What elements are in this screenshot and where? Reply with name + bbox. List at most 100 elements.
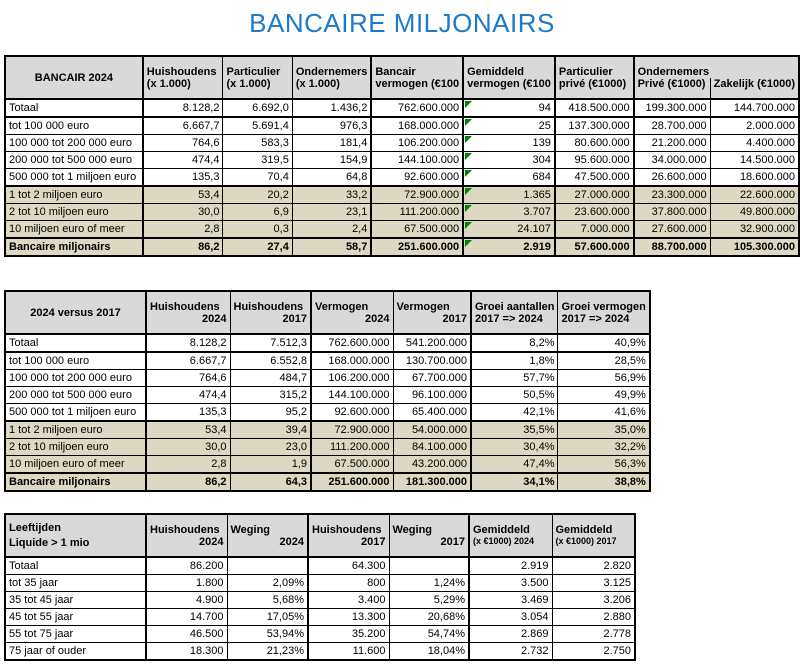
cell-value: 139 [532,137,551,149]
cell-value: 28,5% [614,355,646,367]
cell: 8.128,2 [141,98,224,118]
cell-value: 135,3 [191,171,220,183]
cell-value: 304 [532,154,551,166]
cell: 130.700.000 [392,351,472,370]
cell-value: 41,6% [614,406,646,418]
cell: 67.500.000 [370,220,464,239]
row-label: 100 000 tot 200 000 euro [4,369,147,387]
column-subheader: Zakelijk (€1000) [710,78,800,100]
column-subheader: (x €1000) 2024 [468,536,553,558]
column-header: Huishoudens [145,513,228,536]
cell-value: 20,68% [427,611,465,623]
cell: 111.200.000 [370,203,464,221]
cell-value: 47.500.000 [574,171,630,183]
cell-value: 14.500.000 [739,154,795,166]
cell-value: 3.125 [603,577,631,589]
cell-value: 6,9 [273,206,289,218]
cell-value: 976,3 [339,120,368,132]
cell-value: 3.500 [520,577,549,589]
cell: 57.600.000 [553,237,635,257]
cell: 5,29% [388,591,470,609]
cell-value: 32.900.000 [739,223,795,235]
table-row: 2 tot 10 miljoen euro 30,0 23,0 111.200.000… [4,438,651,456]
cell: 18.600.000 [709,168,800,187]
header-row: 2024 2017 2024 2017 2017 => 2024 2017 =>… [5,313,651,335]
cell-value: 105.300.000 [733,241,795,253]
column-subheader: 2017 [229,313,312,335]
cell: 764,6 [141,134,224,152]
table-row: tot 100 000 euro 6.667,7 5.691,4 976,3 168.0… [4,116,800,135]
cell: 2,8 [145,455,231,474]
cell: 764,6 [145,369,231,387]
leeftijden-table: Leeftijden Liquide > 1 mio Huishoudens W… [4,513,636,661]
cell: 3.469 [468,591,553,609]
cell-value: 30,4% [523,441,555,453]
cell: 43.200.000 [392,455,472,474]
cell: 18,04% [388,642,470,661]
header-row: (x 1.000) (x 1.000) (x 1.000) vermogen (… [5,78,800,100]
cell: 28,5% [557,351,651,370]
cell-value: 21.200.000 [651,137,707,149]
cell-value: 684 [532,171,551,183]
cell-value: 319,5 [261,154,289,166]
cell-value: 474,4 [198,389,227,401]
cell: 1.365 [462,185,556,204]
cell: 40,9% [557,333,651,353]
cell-value: 37.800.000 [651,206,707,218]
cell: 3.206 [551,591,636,609]
cell: 106.200.000 [370,134,464,152]
table-title-line1: Leeftijden [9,521,61,534]
cell-value: 2,8 [204,223,220,235]
cell-value: 39,4 [285,424,307,436]
cell: 64,3 [229,472,312,492]
cell-value: 86,2 [198,241,220,253]
cell-value: 49,9% [614,389,646,401]
table-title: BANCAIR 2024 [4,55,144,100]
cell-value: 95.600.000 [574,154,630,166]
cell-value: 2,4 [352,223,368,235]
cell-value: 23,0 [285,441,307,453]
cell: 47,4% [470,455,559,474]
cell: 4.400.000 [709,134,800,152]
row-label: 100 000 tot 200 000 euro [4,134,144,152]
cell: 42,1% [470,403,559,422]
cell: 30,0 [145,438,231,456]
cell: 3.707 [462,203,556,221]
column-subheader: 2017 => 2024 [557,313,651,335]
error-triangle-icon [465,188,473,195]
column-header: Particulier [222,55,293,78]
row-label: 500 000 tot 1 miljoen euro [4,403,147,422]
cell-value: 2,8 [211,458,227,470]
column-subheader: 2017 => 2024 [470,313,559,335]
cell-value: 0,3 [273,223,289,235]
column-header: Groei vermogen [557,290,651,313]
column-header: Ondernemers [632,55,800,78]
cell-value: 3.707 [523,206,551,218]
cell: 2,8 [141,220,224,239]
table-row: 35 tot 45 jaar 4.900 5,68% 3.400 5,29% 3.469 3… [4,591,636,609]
cell-value: 92.600.000 [334,406,390,418]
cell-value: 3.054 [520,611,549,623]
cell: 35,0% [557,420,651,439]
cell: 144.700.000 [709,98,800,118]
cell: 5.691,4 [222,116,293,135]
cell: 4.900 [145,591,228,609]
table-title: 2024 versus 2017 [4,290,147,335]
column-subheader: (x 1.000) [222,78,293,100]
cell: 21.200.000 [632,134,711,152]
cell-value: 11.600 [352,645,386,657]
cell-value: 18.300 [189,645,224,657]
cell-value: 88.700.000 [651,241,707,253]
column-header: Gemiddeld [462,55,556,78]
cell-value: 64,8 [345,171,368,183]
cell-value: 64,3 [285,476,307,488]
cell: 54,74% [388,625,470,643]
cell: 49,9% [557,386,651,404]
cell: 762.600.000 [310,333,394,353]
column-subheader: 2017 [307,536,390,558]
cell: 541.200.000 [392,333,472,353]
cell: 139 [462,134,556,152]
cell: 18.300 [145,642,228,661]
cell-value: 168.000.000 [397,120,460,132]
table-row: tot 35 jaar 1.800 2,09% 800 1,24% 3.500 3.125 [4,574,636,592]
